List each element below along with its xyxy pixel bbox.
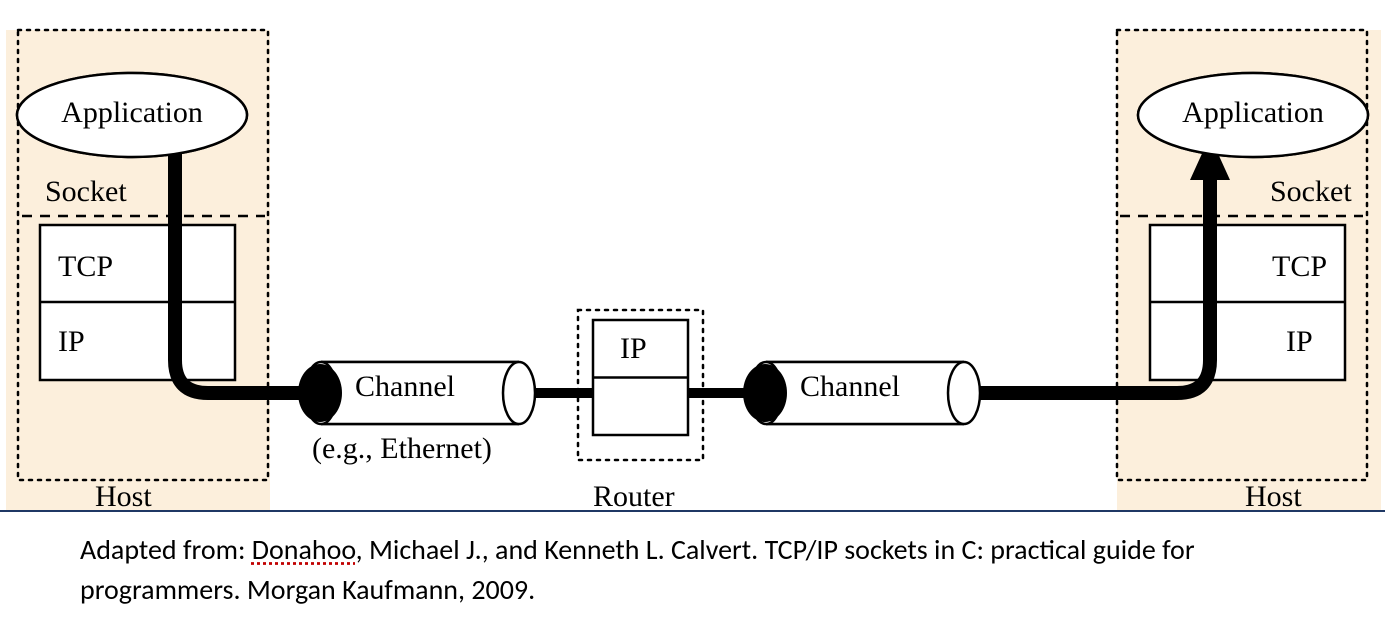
left-channel-label: Channel: [355, 370, 455, 404]
left-socket-label: Socket: [45, 175, 127, 209]
router-label: Router: [593, 480, 675, 514]
right-socket-label: Socket: [1270, 175, 1352, 209]
left-ip-label: IP: [58, 325, 85, 359]
left-tcp-label: TCP: [58, 250, 113, 284]
right-channel-label: Channel: [800, 370, 900, 404]
figure-caption: Adapted from: Donahoo, Michael J., and K…: [80, 530, 1300, 610]
diagram-page: Application Socket TCP IP Host Applicati…: [0, 0, 1385, 638]
right-application-label: Application: [1182, 96, 1324, 130]
right-host-label: Host: [1245, 480, 1302, 514]
left-application-label: Application: [61, 96, 203, 130]
left-channel-sublabel: (e.g., Ethernet): [312, 432, 492, 466]
left-host-label: Host: [95, 480, 152, 514]
right-ip-label: IP: [1286, 325, 1313, 359]
caption-author-underlined: Donahoo: [252, 532, 356, 567]
caption-prefix: Adapted from:: [80, 532, 252, 567]
router-ip-label: IP: [620, 332, 647, 366]
right-tcp-label: TCP: [1272, 250, 1327, 284]
